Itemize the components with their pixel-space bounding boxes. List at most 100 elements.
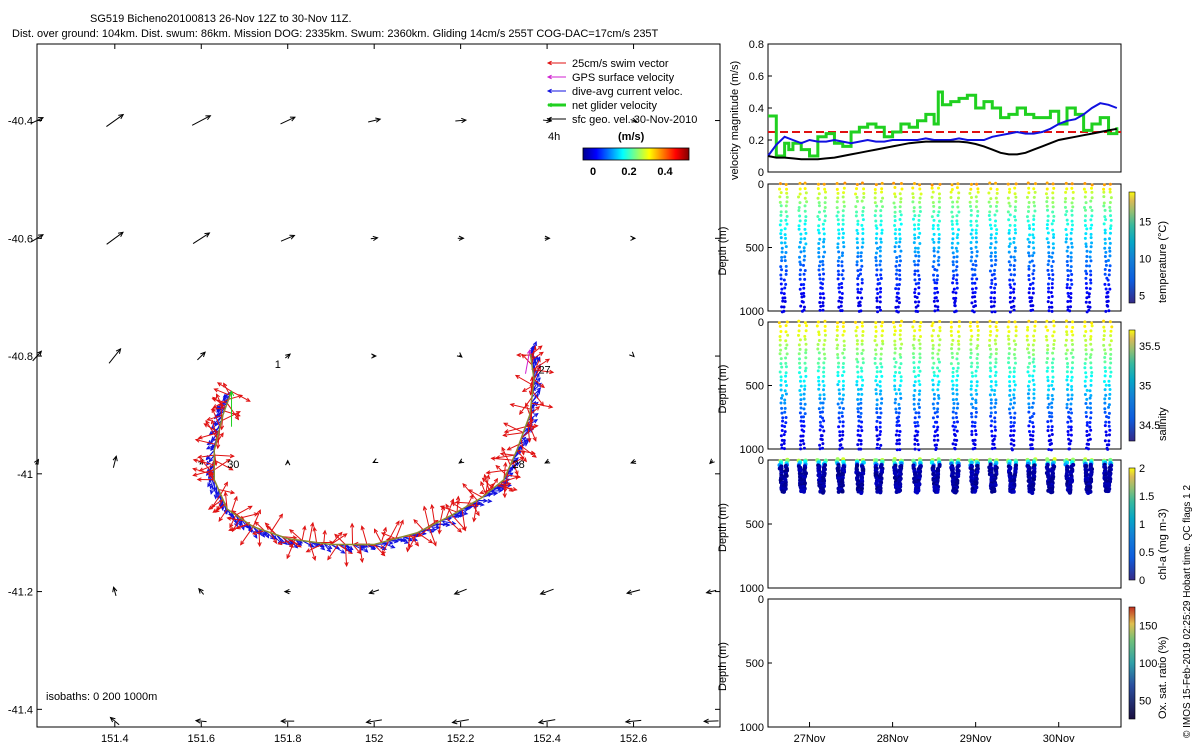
section-sample-point bbox=[799, 269, 802, 272]
section-sample-point bbox=[913, 214, 916, 217]
section-sample-point bbox=[969, 205, 972, 208]
section-sample-point bbox=[859, 416, 862, 419]
section-sample-point bbox=[1048, 255, 1051, 258]
section-sample-point bbox=[779, 214, 782, 217]
section-sample-point bbox=[1085, 411, 1088, 414]
section-sample-point bbox=[821, 447, 824, 450]
map-ytick-label: -40.4 bbox=[8, 116, 33, 128]
section-sample-point bbox=[975, 401, 978, 404]
section-sample-point bbox=[1014, 357, 1017, 360]
section-sample-point bbox=[893, 326, 896, 329]
section-sample-point bbox=[936, 278, 939, 281]
section-sample-point bbox=[893, 379, 896, 382]
section-sample-point bbox=[799, 193, 802, 196]
section-sample-point bbox=[1047, 448, 1050, 451]
section-sample-point bbox=[880, 187, 883, 190]
section-sample-point bbox=[1109, 191, 1112, 194]
section-sample-point bbox=[1051, 334, 1054, 337]
section-sample-point bbox=[1071, 214, 1074, 217]
section-sample-point bbox=[781, 394, 784, 397]
section-sample-point bbox=[799, 398, 802, 401]
section-sample-point bbox=[822, 309, 825, 312]
section-sample-point bbox=[805, 200, 808, 203]
section-sample-point bbox=[1065, 325, 1068, 328]
section-sample-point bbox=[784, 251, 787, 254]
section-sample-point bbox=[874, 201, 877, 204]
section-sample-point bbox=[798, 215, 801, 218]
section-sample-point bbox=[1089, 270, 1092, 273]
section-sample-point bbox=[1009, 286, 1012, 289]
section-sample-point bbox=[1027, 238, 1030, 241]
section-sample-point bbox=[936, 299, 939, 302]
section-sample-point bbox=[780, 219, 783, 222]
section-sample-point bbox=[780, 412, 783, 415]
section-sample-point bbox=[822, 240, 825, 243]
section-sample-point bbox=[919, 347, 922, 350]
section-sample-point bbox=[854, 321, 857, 324]
section-sample-point bbox=[938, 349, 941, 352]
section-sample-point bbox=[895, 241, 898, 244]
section-sample-point bbox=[1064, 200, 1067, 203]
section-sample-point bbox=[1031, 282, 1034, 285]
section-sample-point bbox=[1104, 310, 1107, 313]
section-sample-point bbox=[976, 250, 979, 253]
section-sample-point bbox=[949, 196, 952, 199]
section-sample-point bbox=[879, 389, 882, 392]
section-sample-point bbox=[1009, 389, 1012, 392]
section-sample-point bbox=[937, 227, 940, 230]
section-sample-point bbox=[841, 430, 844, 433]
section-sample-point bbox=[994, 182, 997, 185]
section-sample-point bbox=[918, 201, 921, 204]
section-sample-point bbox=[1045, 200, 1048, 203]
section-sample-point bbox=[952, 367, 955, 370]
section-sample-point bbox=[803, 250, 806, 253]
section-sample-point bbox=[951, 371, 954, 374]
section-sample-point bbox=[931, 238, 934, 241]
section-sample-point bbox=[898, 448, 901, 451]
section-sample-point bbox=[860, 352, 863, 355]
section-colorbar-tick: 10 bbox=[1139, 254, 1151, 266]
section-sample-point bbox=[881, 182, 884, 185]
section-sample-point bbox=[804, 242, 807, 245]
section-sample-point bbox=[917, 282, 920, 285]
section-sample-point bbox=[895, 260, 898, 263]
section-sample-point bbox=[1069, 286, 1072, 289]
section-sample-point bbox=[876, 398, 879, 401]
section-sample-point bbox=[1086, 389, 1089, 392]
section-sample-point bbox=[951, 205, 954, 208]
section-sample-point bbox=[874, 362, 877, 365]
section-sample-point bbox=[856, 283, 859, 286]
section-sample-point bbox=[974, 415, 977, 418]
section-sample-point bbox=[936, 434, 939, 437]
section-sample-point bbox=[994, 365, 997, 368]
section-sample-point bbox=[842, 195, 845, 198]
section-sample-point bbox=[1089, 389, 1092, 392]
section-sample-point bbox=[951, 228, 954, 231]
section-sample-point bbox=[894, 237, 897, 240]
section-sample-point bbox=[1104, 439, 1107, 442]
section-sample-point bbox=[893, 384, 896, 387]
section-sample-point bbox=[987, 191, 990, 194]
section-sample-point bbox=[856, 232, 859, 235]
section-sample-point bbox=[932, 362, 935, 365]
section-sample-point bbox=[1047, 388, 1050, 391]
section-sample-point bbox=[1089, 273, 1092, 276]
section-sample-point bbox=[836, 374, 839, 377]
section-sample-point bbox=[1090, 191, 1093, 194]
section-sample-point bbox=[837, 273, 840, 276]
section-sample-point bbox=[843, 356, 846, 359]
section-sample-point bbox=[843, 205, 846, 208]
section-sample-point bbox=[879, 287, 882, 290]
section-sample-point bbox=[937, 241, 940, 244]
section-sample-point bbox=[988, 182, 991, 185]
section-sample-point bbox=[1070, 273, 1073, 276]
section-sample-point bbox=[1046, 348, 1049, 351]
section-sample-point bbox=[935, 421, 938, 424]
section-sample-point bbox=[859, 301, 862, 304]
section-sample-point bbox=[822, 371, 825, 374]
section-sample-point bbox=[1071, 343, 1074, 346]
section-sample-point bbox=[956, 250, 959, 253]
section-sample-point bbox=[990, 279, 993, 282]
section-sample-point bbox=[1071, 326, 1074, 329]
section-sample-point bbox=[993, 393, 996, 396]
